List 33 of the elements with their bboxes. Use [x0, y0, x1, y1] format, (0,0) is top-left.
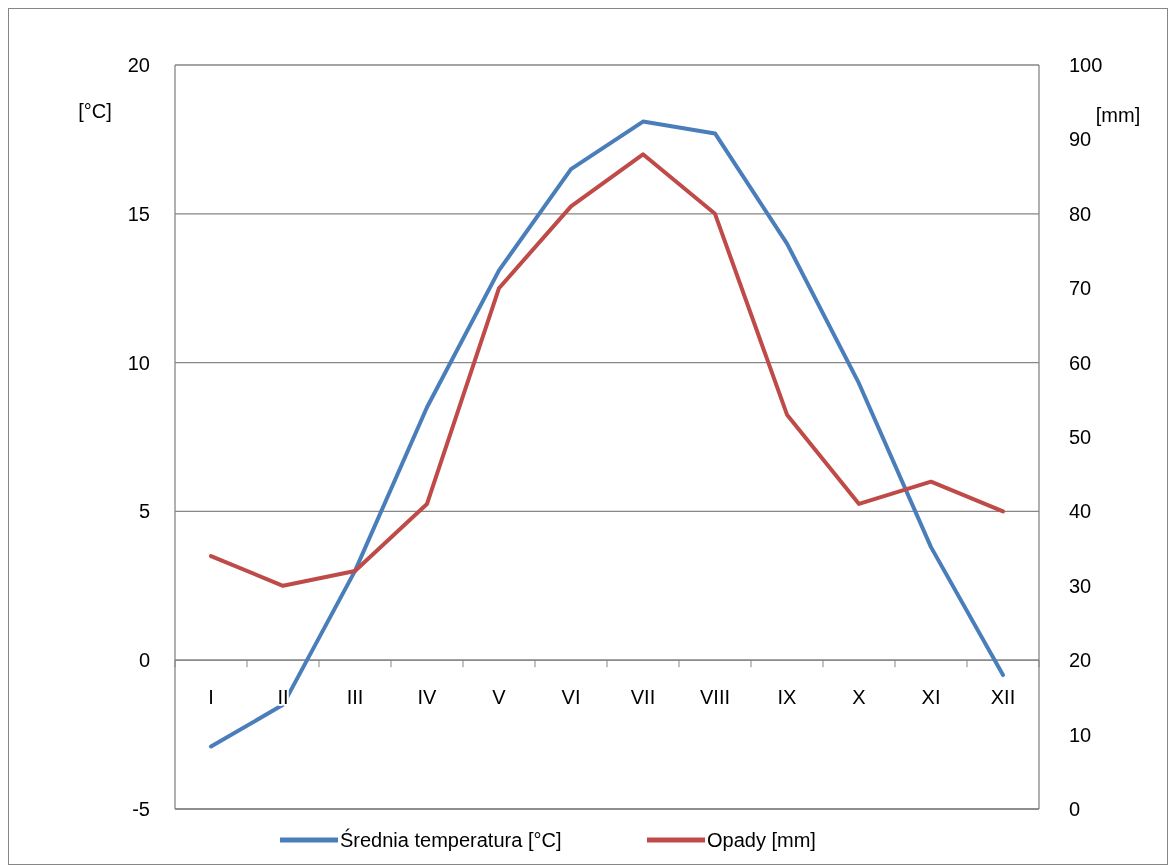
x-tick-label: X	[852, 686, 866, 709]
x-tick-label: VI	[561, 686, 581, 709]
legend-label: Średnia temperatura [°C]	[340, 828, 562, 851]
y2-tick-label: 0	[1069, 798, 1081, 820]
y-tick-label: 5	[138, 500, 150, 523]
x-tick-label: XII	[990, 686, 1016, 709]
y-tick-label: 10	[127, 351, 150, 374]
y2-tick-label: 70	[1069, 277, 1092, 300]
x-tick-label: I	[208, 686, 214, 709]
y2-tick-label: 60	[1069, 351, 1092, 374]
y-tick-label: 15	[127, 202, 150, 225]
x-tick-label: VIII	[699, 686, 731, 709]
y2-tick-label: 80	[1069, 202, 1092, 225]
y2-tick-label: 40	[1069, 500, 1092, 523]
y2-tick-label: 10	[1069, 723, 1092, 746]
y2-tick-label: 30	[1069, 574, 1092, 597]
x-tick-label: XI	[921, 686, 941, 709]
x-tick-label: VII	[630, 686, 656, 709]
y2-tick-label: 90	[1069, 128, 1092, 151]
y2-tick-label: 20	[1069, 649, 1092, 672]
y-tick-label: -5	[132, 798, 150, 820]
legend-label: Opady [mm]	[707, 829, 816, 851]
y-tick-label: 0	[138, 649, 150, 672]
x-tick-label: III	[346, 686, 364, 709]
y2-axis-title: [mm]	[1095, 104, 1141, 126]
x-tick-label: IX	[777, 686, 797, 709]
x-tick-label: IV	[417, 686, 438, 709]
line-series	[209, 152, 1005, 588]
y2-tick-label: 100	[1069, 54, 1103, 76]
x-tick-label: V	[492, 686, 507, 709]
y-axis-title: [°C]	[78, 100, 112, 122]
y2-tick-label: 50	[1069, 426, 1092, 448]
y-tick-label: 20	[127, 54, 150, 76]
